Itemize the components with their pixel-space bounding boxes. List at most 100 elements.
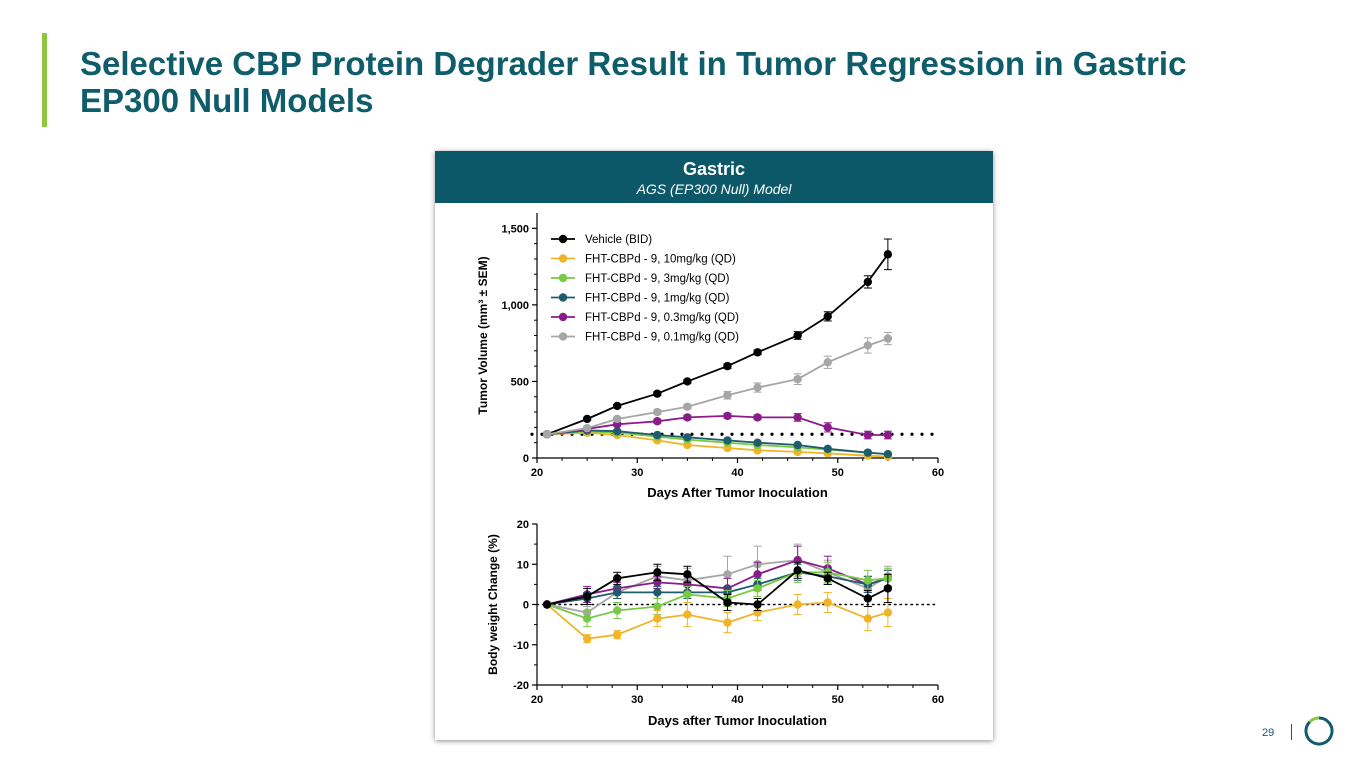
tumor-y-axis-label: Tumor Volume (mm³ ± SEM) bbox=[476, 256, 490, 414]
tumor-data-point bbox=[863, 448, 873, 457]
bodyweight-data-point bbox=[883, 584, 893, 593]
bodyweight-data-point bbox=[823, 598, 832, 607]
tumor-data-point bbox=[793, 413, 802, 422]
bodyweight-x-tick-label: 60 bbox=[932, 694, 944, 706]
chart-panel: Gastric AGS (EP300 Null) Model 20 30 40 50 6… bbox=[435, 151, 993, 740]
legend-label: FHT-CBPd - 9, 3mg/kg (QD) bbox=[585, 273, 730, 285]
tumor-series-1 bbox=[542, 428, 893, 461]
tumor-data-point bbox=[823, 444, 832, 454]
page-number-divider bbox=[1291, 724, 1292, 740]
bodyweight-data-point bbox=[863, 594, 873, 603]
bodyweight-data-point bbox=[542, 600, 552, 609]
tumor-series-5 bbox=[542, 331, 893, 439]
tumor-data-point bbox=[582, 414, 592, 424]
bodyweight-y-tick-label: 0 bbox=[523, 600, 529, 612]
tumor-y-tick-label: 1,000 bbox=[501, 300, 529, 312]
bodyweight-data-point bbox=[683, 610, 692, 619]
bodyweight-series-line bbox=[546, 571, 889, 606]
tumor-data-point bbox=[542, 430, 552, 439]
tumor-x-tick-label: 40 bbox=[731, 467, 743, 479]
tumor-x-tick-label: 60 bbox=[932, 467, 944, 479]
legend-item: FHT-CBPd - 9, 0.1mg/kg (QD) bbox=[551, 332, 739, 344]
tumor-data-point bbox=[653, 389, 662, 398]
tumor-x-tick-label: 30 bbox=[631, 467, 643, 479]
tumor-data-point bbox=[863, 430, 873, 440]
tumor-y-tick-label: 500 bbox=[511, 376, 529, 388]
bodyweight-y-axis-label: Body weight Change (%) bbox=[486, 534, 500, 675]
tumor-data-point bbox=[883, 430, 893, 440]
tumor-series-line bbox=[546, 431, 888, 458]
tumor-legend: Vehicle (BID) FHT-CBPd - 9, 10mg/kg (QD) F… bbox=[551, 234, 739, 344]
bodyweight-series-5 bbox=[542, 561, 893, 612]
tumor-data-point bbox=[683, 433, 692, 442]
slide-title-line-2: EP300 Null Models bbox=[80, 82, 374, 119]
tumor-data-point bbox=[823, 423, 832, 432]
tumor-data-point bbox=[753, 413, 762, 422]
tumor-data-point bbox=[793, 374, 802, 384]
bodyweight-y-tick-label: -10 bbox=[513, 640, 529, 652]
legend-label: FHT-CBPd - 9, 10mg/kg (QD) bbox=[585, 254, 736, 266]
legend-marker bbox=[558, 234, 568, 244]
tumor-data-point bbox=[653, 430, 662, 440]
tumor-data-point bbox=[753, 438, 762, 447]
bodyweight-data-point bbox=[683, 590, 692, 599]
bodyweight-data-point bbox=[613, 630, 622, 639]
tumor-data-point bbox=[753, 383, 762, 392]
bodyweight-y-tick-label: 20 bbox=[517, 519, 529, 531]
tumor-data-point bbox=[823, 312, 832, 321]
bodyweight-data-point bbox=[863, 576, 873, 585]
tumor-data-point bbox=[793, 440, 802, 450]
body-weight-chart: 20 30 40 50 60 -20 -10 0 10 20 Days after Tumor In… bbox=[486, 519, 944, 728]
tumor-data-point bbox=[653, 417, 662, 426]
panel-header: Gastric AGS (EP300 Null) Model bbox=[435, 151, 993, 203]
bodyweight-data-point bbox=[582, 634, 592, 643]
tumor-x-axis-label: Days After Tumor Inoculation bbox=[647, 485, 828, 500]
tumor-data-point bbox=[723, 411, 732, 421]
legend-label: Vehicle (BID) bbox=[585, 234, 652, 246]
panel-subtitle: AGS (EP300 Null) Model bbox=[636, 181, 792, 197]
legend-marker bbox=[558, 332, 568, 341]
bodyweight-data-point bbox=[653, 588, 662, 597]
bodyweight-data-point bbox=[582, 614, 592, 623]
tumor-data-point bbox=[883, 334, 893, 343]
legend-marker bbox=[558, 293, 568, 302]
bodyweight-data-point bbox=[793, 566, 802, 575]
bodyweight-series-2 bbox=[542, 563, 893, 609]
bodyweight-data-point bbox=[753, 570, 762, 579]
tumor-data-point bbox=[883, 449, 893, 459]
bodyweight-series-line bbox=[546, 559, 889, 614]
legend-item: Vehicle (BID) bbox=[551, 234, 652, 246]
tumor-series-line bbox=[546, 430, 888, 456]
bodyweight-data-point bbox=[753, 584, 762, 593]
bodyweight-data-point bbox=[723, 618, 732, 627]
bodyweight-data-point bbox=[653, 614, 662, 623]
tumor-data-point bbox=[723, 436, 732, 445]
legend-label: FHT-CBPd - 9, 1mg/kg (QD) bbox=[585, 293, 730, 305]
legend-marker bbox=[558, 273, 568, 283]
tumor-data-point bbox=[863, 277, 873, 287]
bodyweight-series-line bbox=[546, 601, 889, 640]
legend-marker bbox=[558, 254, 568, 263]
tumor-data-point bbox=[613, 414, 622, 424]
bodyweight-x-tick-label: 20 bbox=[531, 694, 543, 706]
tumor-data-point bbox=[793, 331, 802, 340]
tumor-data-point bbox=[823, 358, 832, 367]
slide-title-line-1: Selective CBP Protein Degrader Result in… bbox=[80, 45, 1187, 82]
legend-item: FHT-CBPd - 9, 0.3mg/kg (QD) bbox=[551, 312, 739, 324]
tumor-data-point bbox=[653, 407, 662, 417]
tumor-series-line bbox=[546, 337, 889, 436]
panel-title: Gastric bbox=[682, 159, 746, 179]
page-number: 29 bbox=[1262, 727, 1275, 739]
tumor-y-tick-label: 0 bbox=[523, 453, 529, 465]
legend-item: FHT-CBPd - 9, 1mg/kg (QD) bbox=[551, 293, 730, 305]
tumor-x-tick-label: 50 bbox=[832, 467, 844, 479]
bodyweight-x-tick-label: 50 bbox=[832, 694, 844, 706]
tumor-data-point bbox=[582, 423, 592, 433]
bodyweight-x-axis-label: Days after Tumor Inoculation bbox=[648, 713, 827, 728]
tumor-data-point bbox=[613, 401, 622, 411]
bodyweight-data-point bbox=[653, 602, 662, 611]
tumor-data-point bbox=[683, 402, 692, 411]
bodyweight-data-point bbox=[653, 568, 662, 577]
tumor-data-point bbox=[863, 341, 873, 350]
bodyweight-data-point bbox=[723, 570, 732, 579]
